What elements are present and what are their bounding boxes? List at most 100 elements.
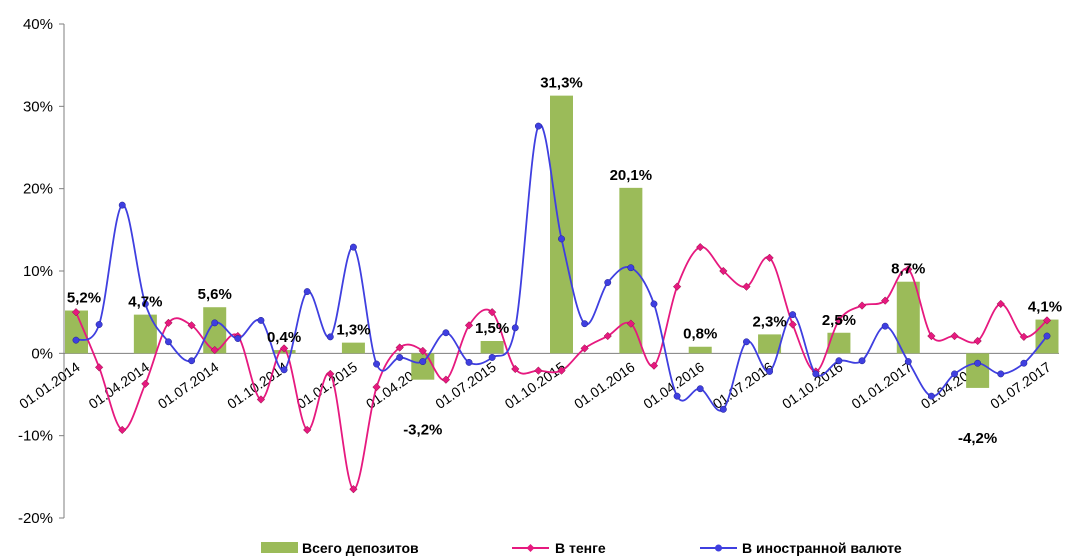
point-foreign-currency [280, 366, 288, 374]
point-foreign-currency [211, 319, 219, 327]
legend-marker-foreign-currency [715, 544, 722, 552]
point-foreign-currency [881, 322, 889, 330]
point-foreign-currency [1020, 359, 1028, 367]
point-tenge [719, 266, 728, 276]
bar-data-label: 8,7% [891, 261, 925, 278]
point-foreign-currency [349, 243, 357, 251]
x-tick-label: 01.07.2015 [432, 359, 499, 412]
y-tick-label: 30% [23, 98, 53, 115]
bar-total-deposits [65, 310, 88, 354]
point-tenge [141, 379, 150, 388]
point-foreign-currency [303, 288, 311, 296]
point-tenge [534, 366, 543, 375]
legend-label-foreign-currency: В иностранной валюте [742, 540, 902, 556]
bar-total-deposits [550, 95, 573, 354]
bar-total-deposits [966, 353, 990, 388]
x-tick-label: 01.01.2017 [848, 359, 915, 412]
bar-total-deposits [896, 281, 920, 354]
y-tick-label: -20% [18, 510, 53, 527]
point-foreign-currency [650, 300, 658, 308]
point-tenge [256, 395, 266, 404]
bar-data-label: 0,8% [683, 326, 717, 343]
point-foreign-currency [326, 333, 334, 341]
bar-data-label: 2,3% [752, 313, 786, 330]
bar-data-label: 2,5% [822, 312, 856, 329]
point-foreign-currency [396, 354, 404, 361]
point-foreign-currency [165, 338, 172, 346]
point-tenge [696, 242, 705, 252]
point-foreign-currency [442, 329, 450, 337]
line-series-group [71, 122, 1052, 494]
point-foreign-currency [581, 320, 589, 328]
x-tick-label: 01.04.2014 [85, 359, 152, 412]
y-tick-label: 40% [23, 16, 53, 33]
point-foreign-currency [766, 367, 774, 375]
point-foreign-currency [904, 358, 912, 366]
point-tenge [464, 321, 474, 330]
bar-total-deposits [133, 314, 157, 354]
bar-data-label: 4,1% [1028, 299, 1062, 316]
point-tenge [441, 375, 451, 384]
point-foreign-currency [488, 354, 496, 361]
bar-data-label: -3,2% [403, 422, 442, 439]
chart-legend: Всего депозитов В тенге В иностранной валю… [261, 540, 902, 556]
point-tenge [94, 363, 104, 372]
point-tenge [857, 301, 867, 310]
point-foreign-currency [927, 392, 935, 400]
point-foreign-currency [118, 201, 126, 209]
point-foreign-currency [558, 235, 565, 243]
bar-total-deposits [688, 346, 712, 354]
point-tenge [649, 361, 659, 370]
legend-swatch-total-deposits [261, 542, 298, 553]
point-foreign-currency [257, 316, 265, 324]
point-tenge [1019, 332, 1029, 342]
bar-data-label: 1,5% [475, 320, 509, 337]
point-tenge [303, 425, 312, 435]
point-foreign-currency [974, 359, 982, 367]
point-tenge [210, 345, 219, 355]
point-tenge [511, 364, 520, 374]
bar-data-label: 20,1% [610, 167, 653, 184]
point-foreign-currency [511, 324, 519, 332]
bar-series-total-deposits [65, 95, 1059, 388]
point-foreign-currency [604, 279, 612, 286]
bar-total-deposits [203, 307, 227, 354]
point-tenge [950, 331, 959, 341]
data-labels-group: 5,2% 4,7% 5,6% 0,4% 1,3% -3,2% 1,5% 31,3% 20,1% 0… [67, 75, 1062, 447]
point-foreign-currency [419, 358, 427, 366]
point-tenge [788, 320, 797, 329]
bar-data-label: 0,4% [267, 329, 301, 346]
point-tenge [881, 296, 890, 305]
point-foreign-currency [72, 336, 80, 344]
x-tick-label: 01.07.2014 [155, 359, 222, 412]
point-tenge [418, 346, 427, 356]
point-foreign-currency [234, 335, 242, 342]
point-tenge [742, 282, 751, 291]
point-foreign-currency [789, 311, 797, 319]
y-tick-label: 10% [23, 263, 53, 280]
legend-label-tenge: В тенге [555, 540, 606, 556]
bar-data-label: 31,3% [540, 75, 583, 92]
point-tenge [834, 316, 844, 325]
x-tick-label: 01.10.2014 [224, 359, 291, 412]
bar-data-label: -4,2% [958, 430, 997, 447]
bar-data-label: 4,7% [128, 294, 162, 311]
point-tenge [1042, 316, 1052, 325]
point-tenge [187, 321, 196, 330]
legend-marker-tenge [526, 544, 535, 552]
point-tenge [973, 336, 982, 346]
point-tenge [164, 318, 173, 328]
point-foreign-currency [141, 300, 149, 308]
point-tenge [395, 343, 404, 352]
bar-total-deposits [411, 353, 435, 380]
point-tenge [349, 485, 358, 494]
x-tick-label: 01.01.2015 [294, 359, 361, 412]
point-tenge [927, 331, 936, 341]
bar-total-deposits [480, 340, 504, 354]
point-tenge [372, 382, 381, 392]
point-tenge [765, 253, 774, 262]
x-tick-label: 01.01.2016 [571, 359, 638, 412]
point-foreign-currency [1043, 332, 1051, 340]
point-foreign-currency [534, 122, 542, 130]
